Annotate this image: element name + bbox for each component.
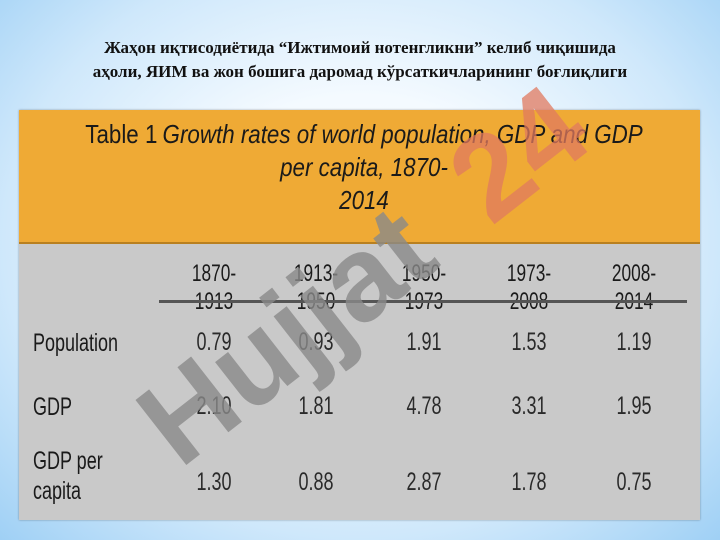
column-header: 2008-2014 bbox=[611, 260, 657, 315]
table-cell: 1.95 bbox=[616, 392, 652, 420]
table-cell: 1.53 bbox=[511, 328, 547, 356]
table-caption: Table 1 Growth rates of world population,… bbox=[85, 118, 644, 217]
column-header: 1950-1973 bbox=[401, 260, 447, 315]
row-label-gdp-per-capita: GDP per capita bbox=[33, 446, 103, 506]
column-header: 1870-1913 bbox=[191, 260, 237, 315]
table-cell: 1.78 bbox=[511, 468, 547, 496]
slide-title: Жаҳон иқтисодиётида “Ижтимоий нотенгликн… bbox=[30, 36, 690, 84]
row-label-text: GDP bbox=[33, 393, 73, 421]
column-header: 1913-1950 bbox=[293, 260, 339, 315]
table-image: Table 1 Growth rates of world population,… bbox=[19, 110, 700, 520]
slide-title-line-2: аҳоли, ЯИМ ва жон бошига даромад кўрсатк… bbox=[92, 62, 628, 81]
table-caption-label: Table 1 bbox=[85, 119, 158, 149]
table-cell: 3.31 bbox=[511, 392, 547, 420]
table-cell: 0.93 bbox=[298, 328, 334, 356]
table-cell: 2.87 bbox=[406, 468, 442, 496]
slide-title-line-1: Жаҳон иқтисодиётида “Ижтимоий нотенгликн… bbox=[104, 38, 616, 57]
column-header: 1973-2008 bbox=[506, 260, 552, 315]
table-cell: 0.79 bbox=[196, 328, 232, 356]
table-caption-line-1: Growth rates of world population, GDP an… bbox=[162, 119, 643, 182]
table-cell: 1.81 bbox=[298, 392, 334, 420]
header-divider bbox=[159, 300, 687, 303]
table-cell: 2.10 bbox=[196, 392, 232, 420]
row-label-population: Population bbox=[33, 328, 118, 358]
table-cell: 1.91 bbox=[406, 328, 442, 356]
table-cell: 1.19 bbox=[616, 328, 652, 356]
table-caption-band: Table 1 Growth rates of world population,… bbox=[19, 110, 700, 244]
table-cell: 4.78 bbox=[406, 392, 442, 420]
row-label-gdp: GDP bbox=[33, 392, 72, 422]
table-cell: 0.88 bbox=[298, 468, 334, 496]
row-label-text: GDP per bbox=[33, 447, 103, 475]
table-cell: 0.75 bbox=[616, 468, 652, 496]
row-label-text: Population bbox=[33, 329, 119, 357]
table-caption-line-2: 2014 bbox=[339, 185, 389, 215]
row-label-text: capita bbox=[33, 477, 82, 505]
table-cell: 1.30 bbox=[196, 468, 232, 496]
